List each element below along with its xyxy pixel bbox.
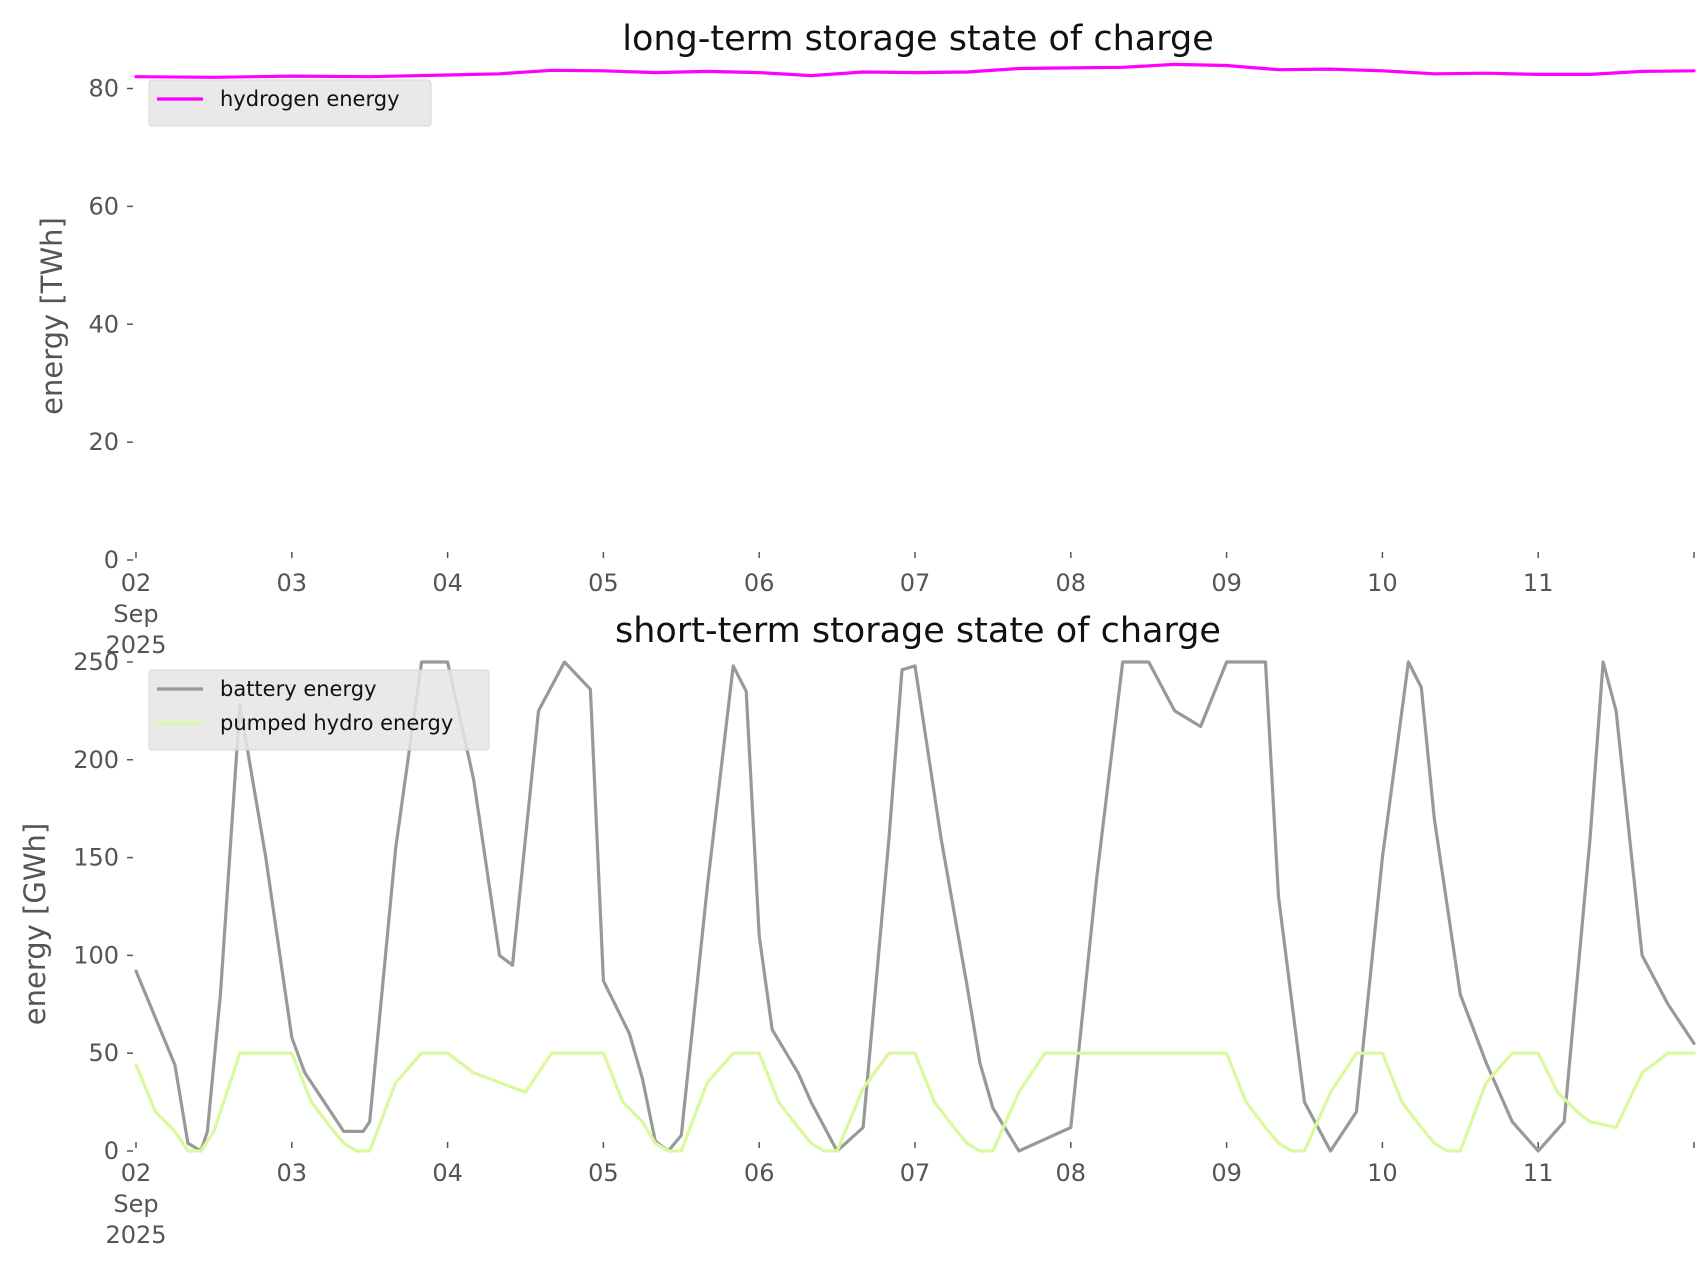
series-lines-short-term: [134, 660, 1696, 1153]
y-tick-label: 0: [104, 546, 119, 574]
x-axis-ticks-short-term: 02 Sep 2025 03 04 05 06 07 08 09 10 11: [105, 1142, 1695, 1249]
x-tick-label: 07: [900, 569, 931, 597]
long-term-chart: long-term storage state of charge 0 20 40 6…: [35, 19, 1696, 659]
y-tick-label: 100: [73, 941, 119, 969]
x-tick-label: 11: [1523, 1159, 1554, 1187]
y-tick-label: 150: [73, 844, 119, 872]
x-tick-label: 02 Sep 2025: [105, 569, 166, 659]
x-tick-label: 03: [277, 1159, 308, 1187]
x-tick-label: 08: [1056, 1159, 1087, 1187]
y-tick-label: 250: [73, 648, 119, 676]
x-tick-label: 07: [900, 1159, 931, 1187]
legend-long-term: hydrogen energy: [148, 79, 432, 127]
x-tick-label: 10: [1367, 569, 1398, 597]
legend-short-term: battery energy pumped hydro energy: [148, 669, 490, 751]
y-tick-label: 200: [73, 746, 119, 774]
y-tick-label: 40: [88, 310, 119, 338]
y-axis-label-short-term: energy [GWh]: [18, 823, 52, 1025]
chart-title-long-term: long-term storage state of charge: [622, 19, 1214, 59]
legend-box: [148, 669, 490, 751]
series-line-battery-energy: [134, 660, 1696, 1153]
y-tick-label: 80: [88, 75, 119, 103]
x-tick-label: 04: [432, 569, 463, 597]
series-line-hydrogen-energy: [134, 62, 1696, 79]
y-axis-ticks-short-term: 0 50 100 150 200 250: [73, 648, 133, 1165]
series-lines-long-term: [134, 62, 1696, 79]
x-tick-label: 03: [277, 569, 308, 597]
y-tick-label: 60: [88, 192, 119, 220]
legend-box: [148, 79, 432, 127]
x-tick-label: 09: [1211, 569, 1242, 597]
x-tick-label: 09: [1211, 1159, 1242, 1187]
chart-title-short-term: short-term storage state of charge: [615, 611, 1221, 651]
legend-label: pumped hydro energy: [220, 711, 453, 735]
x-tick-label: 11: [1523, 569, 1554, 597]
x-tick-label: 10: [1367, 1159, 1398, 1187]
x-tick-label: 05: [588, 1159, 619, 1187]
y-axis-label-long-term: energy [TWh]: [35, 217, 69, 415]
x-tick-label: 06: [744, 569, 775, 597]
x-tick-label: 02 Sep 2025: [105, 1159, 166, 1249]
legend-label: battery energy: [220, 677, 377, 701]
x-tick-label: 06: [744, 1159, 775, 1187]
x-tick-label: 05: [588, 569, 619, 597]
y-tick-label: 20: [88, 428, 119, 456]
x-axis-ticks-long-term: 02 Sep 2025 03 04 05 06 07 08 09 10 11: [105, 552, 1695, 659]
y-tick-label: 50: [88, 1039, 119, 1067]
short-term-chart: short-term storage state of charge 05010…: [18, 611, 1696, 1249]
y-axis-ticks-long-term: 0 20 40 60 80: [88, 75, 133, 574]
x-tick-label: 08: [1056, 569, 1087, 597]
series-line-pumped-hydro-energy: [134, 1051, 1696, 1153]
legend-label: hydrogen energy: [220, 87, 400, 111]
y-tick-label: 0: [104, 1137, 119, 1165]
x-tick-label: 04: [432, 1159, 463, 1187]
